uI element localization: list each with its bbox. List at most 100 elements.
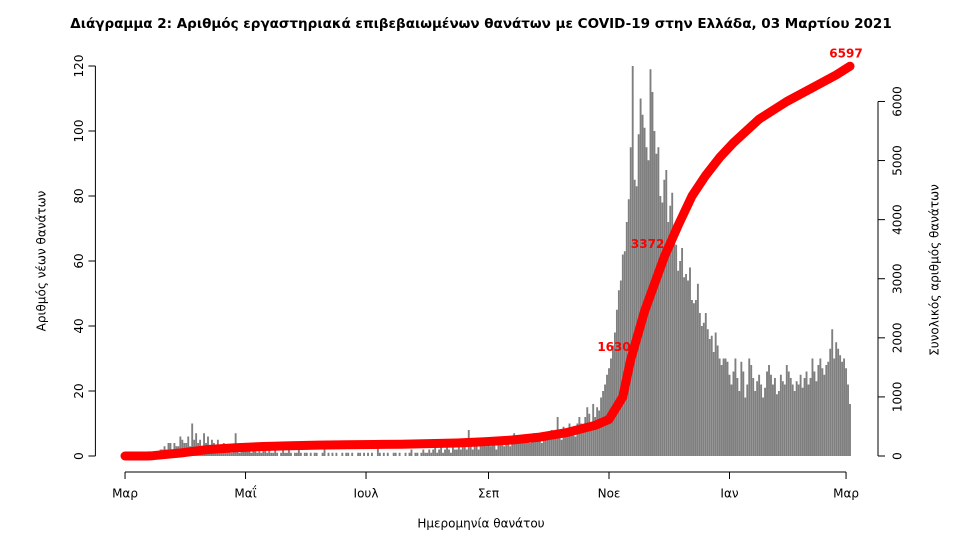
bar (290, 452, 292, 456)
y-tick-label: 60 (72, 253, 86, 268)
bar (831, 329, 834, 456)
bar (240, 449, 243, 456)
bar (754, 391, 757, 456)
bar (635, 186, 638, 456)
bar (562, 426, 565, 456)
bar (568, 423, 571, 456)
bar (629, 147, 632, 456)
bar (394, 452, 397, 456)
x-tick-label: Μαΐ (234, 486, 256, 501)
bar (299, 452, 302, 456)
bar (773, 378, 776, 456)
y2-tick-label: 5000 (891, 145, 905, 176)
y-tick-label: 120 (72, 55, 86, 78)
bar (542, 439, 545, 456)
bar (288, 449, 290, 456)
bar (529, 443, 531, 456)
bar (270, 452, 273, 456)
bar (493, 443, 496, 456)
x-tick-label: Μαρ (833, 487, 859, 501)
bar (430, 452, 433, 456)
bar (558, 436, 561, 456)
bar (736, 378, 739, 456)
bar (359, 452, 362, 456)
bar (787, 371, 790, 456)
bar (410, 449, 413, 456)
y2-tick-label: 4000 (891, 204, 905, 235)
bar (631, 66, 634, 456)
bar (643, 127, 646, 456)
bar (722, 358, 725, 456)
bar (783, 384, 786, 456)
bar (345, 452, 348, 456)
bar (473, 443, 476, 456)
bar (612, 345, 614, 456)
bar (483, 443, 486, 456)
cumulative-label: 3372 (631, 237, 664, 251)
bar (667, 222, 670, 456)
bar (438, 449, 441, 456)
bar (740, 361, 743, 456)
bar (378, 452, 381, 456)
bar (732, 371, 735, 456)
bar (327, 452, 330, 456)
bar (309, 452, 312, 456)
bar (637, 134, 640, 456)
bar (428, 449, 431, 456)
bar (596, 407, 599, 456)
bar (580, 423, 583, 456)
bar (260, 452, 263, 456)
bar (266, 452, 269, 456)
bar (633, 179, 636, 456)
bar (627, 199, 630, 456)
bar (305, 452, 308, 456)
bar (416, 452, 419, 456)
bar (242, 449, 245, 456)
bar (550, 430, 553, 456)
bar (752, 378, 755, 456)
bar (768, 365, 770, 456)
bar (268, 449, 271, 456)
bar (258, 449, 261, 456)
bar (167, 443, 170, 456)
bar (728, 374, 731, 456)
bar (837, 348, 840, 456)
bar (532, 433, 535, 456)
bar (706, 329, 709, 456)
bar (461, 446, 464, 456)
bar (303, 452, 306, 456)
bar (683, 277, 686, 456)
bar (564, 433, 567, 456)
bar (501, 436, 504, 456)
bar (811, 358, 814, 456)
bar (845, 368, 847, 456)
bar (764, 387, 766, 456)
bar (760, 384, 763, 456)
bar (371, 452, 373, 456)
bar (481, 446, 484, 456)
bar (590, 423, 593, 456)
bar (554, 433, 557, 456)
bar (738, 391, 741, 456)
bar (479, 439, 482, 456)
bar (376, 446, 379, 456)
bar (489, 446, 492, 456)
y2-tick-label: 0 (891, 452, 905, 460)
bar (487, 443, 490, 456)
bar (440, 443, 443, 456)
bar (797, 384, 800, 456)
bar (566, 430, 569, 456)
bar (795, 381, 798, 456)
bar (280, 452, 283, 456)
bar (809, 378, 812, 456)
bar (469, 446, 472, 456)
bar (276, 452, 279, 456)
bar (613, 332, 616, 456)
bar (351, 452, 354, 456)
bar (847, 384, 849, 456)
bar (661, 202, 664, 456)
bar (446, 446, 448, 456)
bar (432, 449, 435, 456)
y-tick-label: 20 (72, 383, 86, 398)
bar (574, 436, 577, 456)
